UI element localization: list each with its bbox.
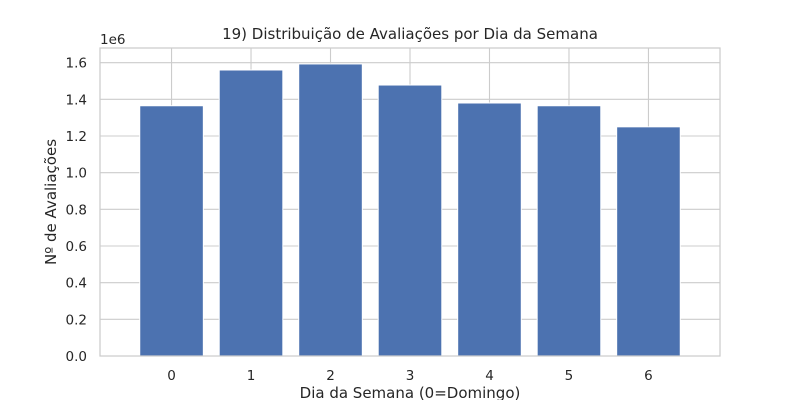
y-tick-label: 1.2: [66, 129, 87, 145]
y-tick-label: 1.0: [66, 166, 87, 182]
y-offset-label: 1e6: [100, 32, 125, 48]
bar: [536, 105, 602, 357]
ticks-layer: 0.0 0.2 0.4 0.6 0.8 1.0 1.2 1.4 1.6 0 1 2 3 4 5 6: [66, 56, 653, 384]
x-tick-label: 5: [565, 368, 574, 384]
y-tick-label: 1.4: [66, 92, 87, 108]
bar: [139, 105, 204, 357]
x-tick-label: 3: [406, 368, 415, 384]
bar: [298, 63, 363, 357]
bar: [218, 69, 284, 357]
y-tick-label: 0.0: [66, 349, 87, 365]
y-tick-label: 1.6: [66, 56, 87, 72]
x-tick-label: 6: [644, 368, 653, 384]
bars-layer: [139, 63, 681, 357]
x-axis-label: Dia da Semana (0=Domingo): [300, 384, 521, 400]
chart-title: 19) Distribuição de Avaliações por Dia d…: [222, 25, 598, 43]
x-tick-label: 2: [326, 368, 335, 384]
y-tick-label: 0.6: [66, 239, 87, 255]
bar: [457, 102, 522, 357]
bar: [616, 126, 681, 357]
y-tick-label: 0.2: [66, 312, 87, 328]
y-tick-label: 0.4: [66, 276, 87, 292]
x-tick-label: 4: [485, 368, 494, 384]
axes-frame: [99, 47, 721, 357]
x-tick-label: 1: [247, 368, 256, 384]
y-tick-label: 0.8: [66, 202, 87, 218]
bar: [377, 84, 443, 357]
y-axis-label: Nº de Avaliações: [42, 139, 60, 265]
x-tick-label: 0: [167, 368, 176, 384]
